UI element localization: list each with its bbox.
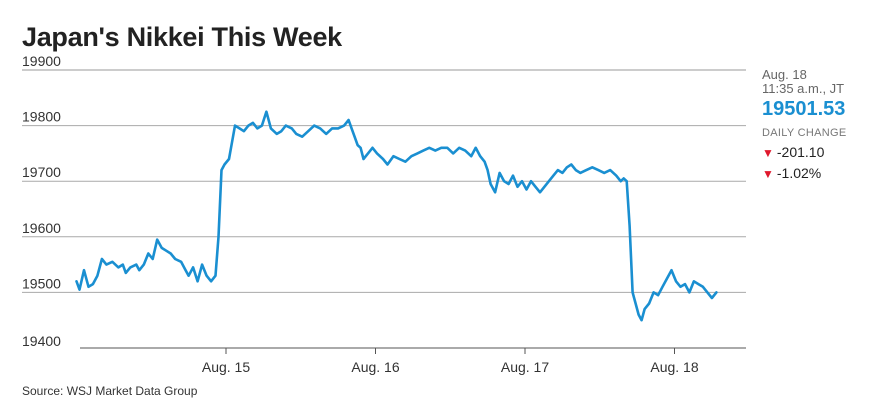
y-tick-label-19400: 19400 <box>22 333 61 349</box>
y-axis-tick-labels: 19400 19500 19600 19700 19800 19900 <box>22 53 61 349</box>
y-tick-label-19900: 19900 <box>22 53 61 69</box>
change-points: -201.10 <box>776 144 825 160</box>
y-tick-label-19800: 19800 <box>22 109 61 125</box>
quote-time: 11:35 a.m., JT <box>762 81 845 96</box>
x-axis-ticks <box>225 348 675 354</box>
change-percent: -1.02% <box>776 165 822 181</box>
gridlines <box>22 69 746 349</box>
x-tick-label-aug-17: Aug. 17 <box>501 359 549 375</box>
chart-title: Japan's Nikkei This Week <box>22 22 342 52</box>
x-tick-label-aug-15: Aug. 15 <box>202 359 250 375</box>
x-axis-tick-labels: Aug. 15 Aug. 16 Aug. 17 Aug. 18 <box>202 359 699 375</box>
quote-date: Aug. 18 <box>762 67 807 82</box>
source-note: Source: WSJ Market Data Group <box>22 384 198 398</box>
change-points-row: ▼ -201.10 <box>762 143 867 162</box>
quote-price: 19501.53 <box>762 98 846 120</box>
series-line-nikkei <box>75 110 718 322</box>
y-tick-label-19600: 19600 <box>22 220 61 236</box>
x-tick-label-aug-18: Aug. 18 <box>650 359 698 375</box>
down-triangle-icon: ▼ <box>762 167 774 181</box>
change-percent-row: ▼ -1.02% <box>762 164 867 183</box>
daily-change-label: DAILY CHANGE <box>762 127 847 139</box>
y-tick-label-19500: 19500 <box>22 275 61 291</box>
y-tick-label-19700: 19700 <box>22 164 61 180</box>
down-triangle-icon: ▼ <box>762 146 774 160</box>
quote-panel: Aug. 18 11:35 a.m., JT 19501.53 DAILY CH… <box>762 68 867 183</box>
x-tick-label-aug-16: Aug. 16 <box>351 359 399 375</box>
